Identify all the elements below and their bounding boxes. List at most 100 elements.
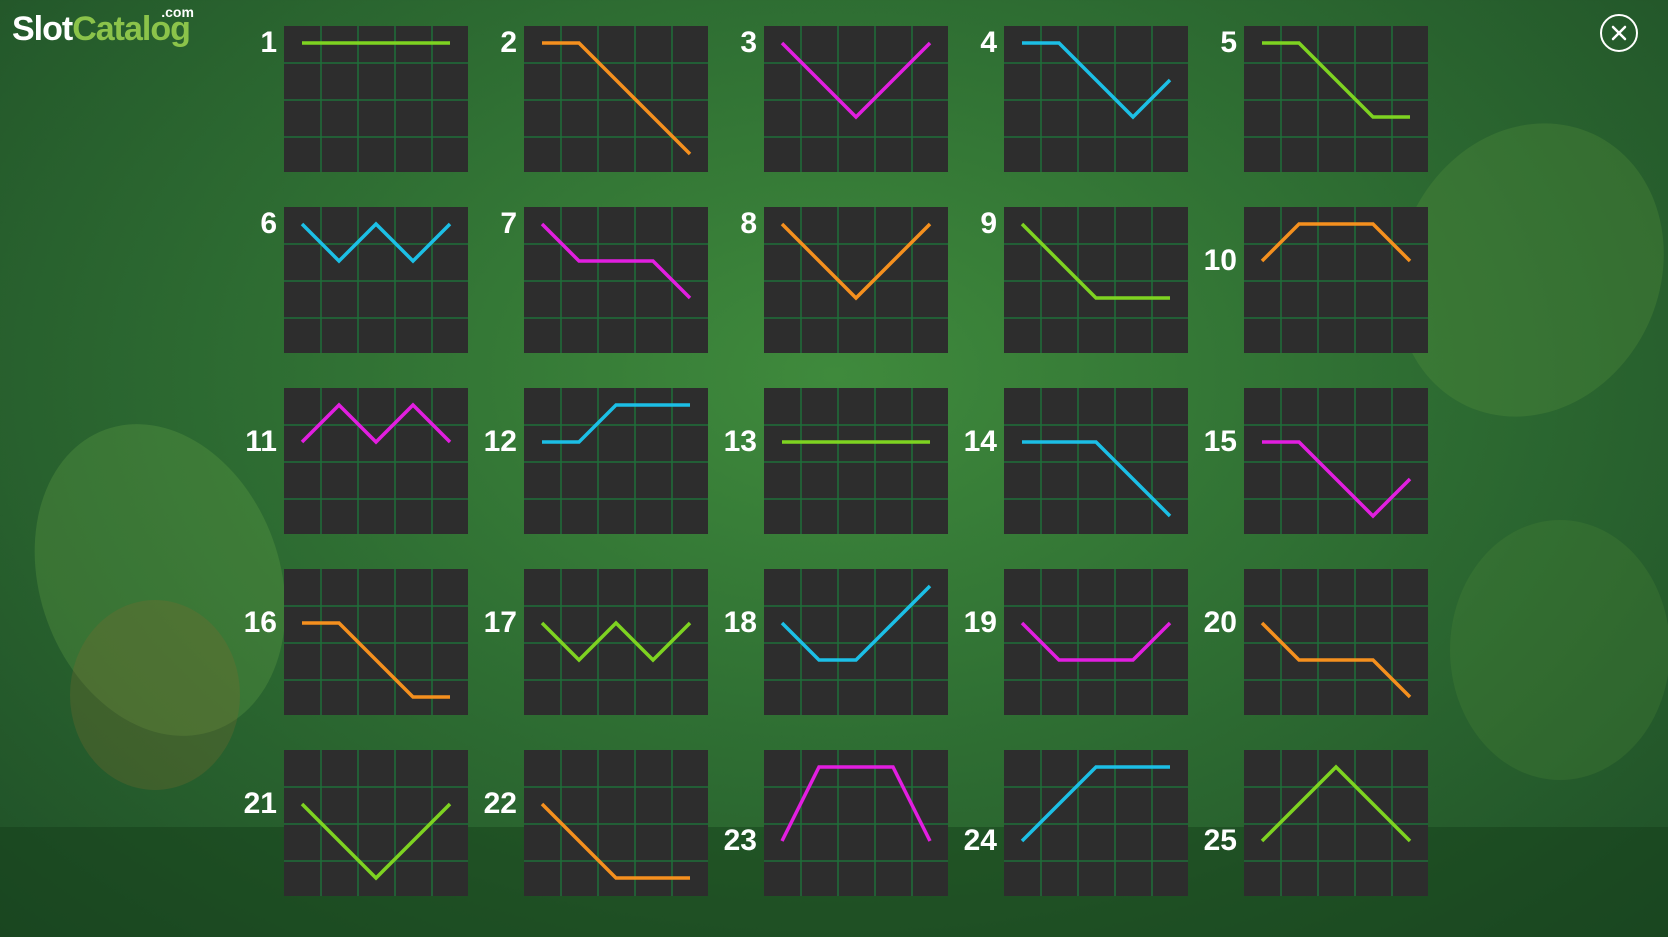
payline-diagram (524, 26, 708, 172)
payline-diagram (764, 388, 948, 534)
payline-number: 10 (1203, 244, 1237, 277)
payline-grid (1244, 569, 1428, 715)
payline-18: 18 (480, 569, 948, 719)
grid-background (1004, 207, 1188, 353)
grid-background (284, 388, 468, 534)
payline-grid (1244, 26, 1428, 172)
payline-grid (284, 388, 468, 534)
grid-background (1004, 26, 1188, 172)
payline-9: 9 (720, 207, 1188, 357)
payline-number: 5 (1220, 26, 1237, 59)
payline-path (1022, 440, 1172, 518)
payline-diagram (1244, 569, 1428, 715)
payline-diagram (1004, 388, 1188, 534)
grid-background (284, 569, 468, 715)
payline-diagram (764, 207, 948, 353)
payline-path (542, 403, 690, 444)
logo-text-suffix: .com (161, 4, 194, 20)
payline-15: 15 (960, 388, 1428, 538)
payline-11: 11 (0, 388, 468, 538)
payline-number: 6 (260, 207, 277, 240)
payline-diagram (284, 569, 468, 715)
grid-background (1244, 388, 1428, 534)
grid-background (764, 207, 948, 353)
close-icon (1611, 25, 1627, 41)
payline-number: 22 (483, 787, 517, 820)
payline-diagram (764, 569, 948, 715)
payline-number: 17 (483, 606, 517, 639)
payline-grid (1244, 207, 1428, 353)
payline-path (1260, 764, 1412, 843)
payline-5: 5 (960, 26, 1428, 176)
payline-grid (764, 750, 948, 896)
payline-diagram (1244, 207, 1428, 353)
grid-background (1244, 207, 1428, 353)
grid-background (524, 750, 708, 896)
grid-background (284, 750, 468, 896)
grid-background (764, 388, 948, 534)
payline-diagram (1004, 207, 1188, 353)
grid-background (1244, 569, 1428, 715)
payline-number: 25 (1203, 824, 1237, 857)
payline-number: 21 (243, 787, 277, 820)
payline-diagram (1004, 750, 1188, 896)
grid-background (524, 388, 708, 534)
payline-path (1020, 621, 1172, 662)
grid-background (1004, 750, 1188, 896)
payline-path (540, 802, 690, 880)
payline-grid (524, 569, 708, 715)
payline-number: 19 (963, 606, 997, 639)
payline-grid (524, 207, 708, 353)
close-button[interactable] (1600, 14, 1638, 52)
payline-path (1260, 222, 1412, 263)
payline-path (300, 802, 452, 881)
logo-text-main: Slot (12, 10, 73, 48)
payline-20: 20 (960, 569, 1428, 719)
grid-background (764, 26, 948, 172)
payline-path (1020, 222, 1170, 300)
grid-background (524, 26, 708, 172)
payline-number: 24 (963, 824, 997, 857)
payline-grid (1244, 388, 1428, 534)
grid-background (764, 750, 948, 896)
payline-diagram (524, 569, 708, 715)
payline-8: 8 (480, 207, 948, 357)
payline-2: 2 (240, 26, 708, 176)
payline-23: 23 (480, 750, 948, 900)
payline-diagram (1244, 750, 1428, 896)
payline-grid (1004, 388, 1188, 534)
payline-4: 4 (720, 26, 1188, 176)
payline-diagram (524, 750, 708, 896)
payline-number: 16 (243, 606, 277, 639)
payline-number: 15 (1203, 425, 1237, 458)
payline-number: 4 (980, 26, 997, 59)
payline-grid (524, 26, 708, 172)
slotcatalog-logo: SlotCatalog .com (12, 4, 194, 49)
payline-diagram (764, 750, 948, 896)
payline-13: 13 (480, 388, 948, 538)
payline-25: 25 (960, 750, 1428, 900)
payline-number: 8 (740, 207, 757, 240)
payline-diagram (284, 388, 468, 534)
payline-grid (284, 207, 468, 353)
payline-path (300, 221, 452, 264)
payline-number: 12 (483, 425, 517, 458)
payline-grid (524, 388, 708, 534)
payline-number: 7 (500, 207, 517, 240)
payline-grid (764, 207, 948, 353)
payline-3: 3 (480, 26, 948, 176)
payline-grid (1004, 207, 1188, 353)
payline-grid (284, 750, 468, 896)
grid-background (1244, 750, 1428, 896)
payline-path (540, 222, 692, 300)
payline-19: 19 (720, 569, 1188, 719)
payline-7: 7 (240, 207, 708, 357)
payline-number: 18 (723, 606, 757, 639)
background-leaf (1450, 520, 1668, 780)
payline-21: 21 (0, 750, 468, 900)
payline-6: 6 (0, 207, 468, 357)
payline-path (780, 584, 932, 662)
payline-number: 3 (740, 26, 757, 59)
payline-path (542, 41, 692, 156)
payline-number: 2 (500, 26, 517, 59)
